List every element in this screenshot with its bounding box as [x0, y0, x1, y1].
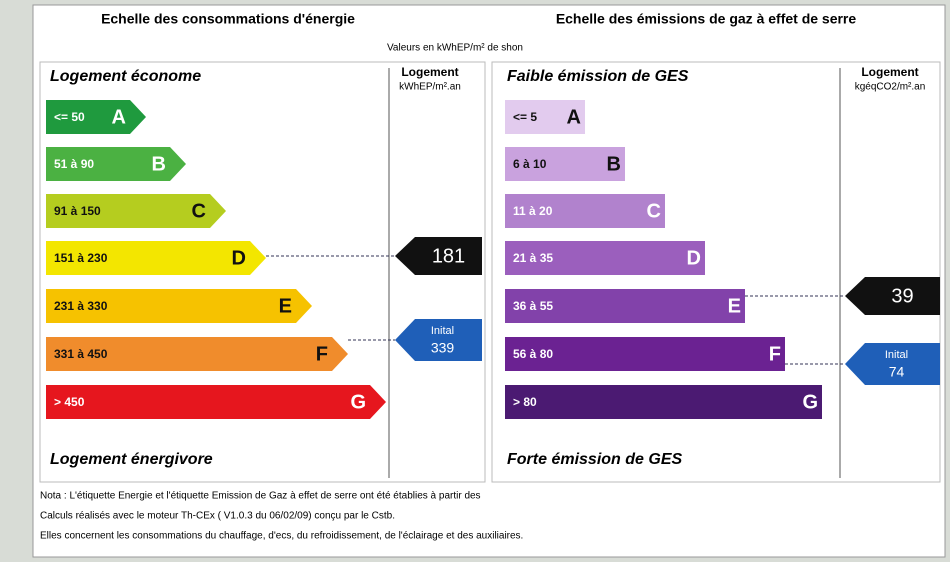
class-bar — [505, 289, 745, 323]
class-letter: D — [687, 247, 701, 269]
class-letter: F — [316, 343, 328, 365]
initial-label: Inital — [431, 325, 454, 337]
current-arrow — [845, 277, 940, 315]
class-letter: C — [647, 200, 661, 222]
energy-bottom-label: Logement énergivore — [50, 451, 213, 468]
energy-top-label: Logement économe — [50, 68, 201, 85]
initial-arrow — [395, 319, 482, 361]
current-arrow — [395, 237, 482, 275]
ges-bottom-label: Forte émission de GES — [507, 451, 682, 468]
class-bar — [505, 385, 822, 419]
energy-title: Echelle des consommations d'énergie — [101, 11, 355, 27]
current-value: 39 — [891, 285, 913, 307]
class-range: 56 à 80 — [513, 347, 553, 361]
class-letter: B — [607, 153, 621, 175]
ges-title: Echelle des émissions de gaz à effet de … — [556, 11, 857, 27]
initial-value: 339 — [431, 340, 455, 356]
initial-arrow — [845, 343, 940, 385]
class-bar — [505, 337, 785, 371]
class-range: 21 à 35 — [513, 251, 553, 265]
class-letter: E — [279, 295, 292, 317]
class-bar — [505, 100, 585, 134]
class-bar — [46, 241, 266, 275]
class-letter: F — [769, 343, 781, 365]
class-range: <= 5 — [513, 110, 537, 124]
class-range: 91 à 150 — [54, 204, 101, 218]
class-bar — [46, 289, 312, 323]
class-bar — [46, 337, 348, 371]
class-letter: A — [112, 106, 126, 128]
class-range: 11 à 20 — [513, 204, 553, 218]
class-bar — [46, 100, 146, 134]
class-range: > 450 — [54, 395, 85, 409]
class-range: 231 à 330 — [54, 299, 108, 313]
class-range: 51 à 90 — [54, 157, 94, 171]
initial-value: 74 — [889, 364, 905, 380]
note-line: Nota : L'étiquette Energie et l'étiquett… — [40, 491, 481, 502]
ges-column-unit: kgéqCO2/m².an — [855, 82, 926, 93]
class-range: 36 à 55 — [513, 299, 553, 313]
class-letter: B — [152, 153, 166, 175]
class-bar — [46, 194, 226, 228]
current-value: 181 — [432, 245, 465, 267]
class-bar — [505, 194, 665, 228]
unit-note: Valeurs en kWhEP/m² de shon — [387, 43, 523, 54]
energy-column-header: Logement — [401, 65, 458, 79]
class-range: > 80 — [513, 395, 537, 409]
ges-column-header: Logement — [861, 65, 918, 79]
note-line: Elles concernent les consommations du ch… — [40, 531, 523, 542]
class-bar — [46, 147, 186, 181]
class-letter: A — [567, 106, 581, 128]
class-letter: E — [728, 295, 741, 317]
class-bar — [46, 385, 386, 419]
class-letter: G — [350, 391, 366, 413]
class-letter: D — [232, 247, 246, 269]
class-range: 151 à 230 — [54, 251, 108, 265]
energy-column-unit: kWhEP/m².an — [399, 82, 461, 93]
class-range: <= 50 — [54, 110, 85, 124]
class-bar — [505, 147, 625, 181]
class-bar — [505, 241, 705, 275]
ges-top-label: Faible émission de GES — [507, 68, 689, 85]
note-line: Calculs réalisés avec le moteur Th-CEx (… — [40, 511, 395, 522]
class-letter: C — [192, 200, 206, 222]
class-range: 331 à 450 — [54, 347, 108, 361]
class-range: 6 à 10 — [513, 157, 547, 171]
initial-label: Inital — [885, 349, 908, 361]
class-letter: G — [802, 391, 818, 413]
